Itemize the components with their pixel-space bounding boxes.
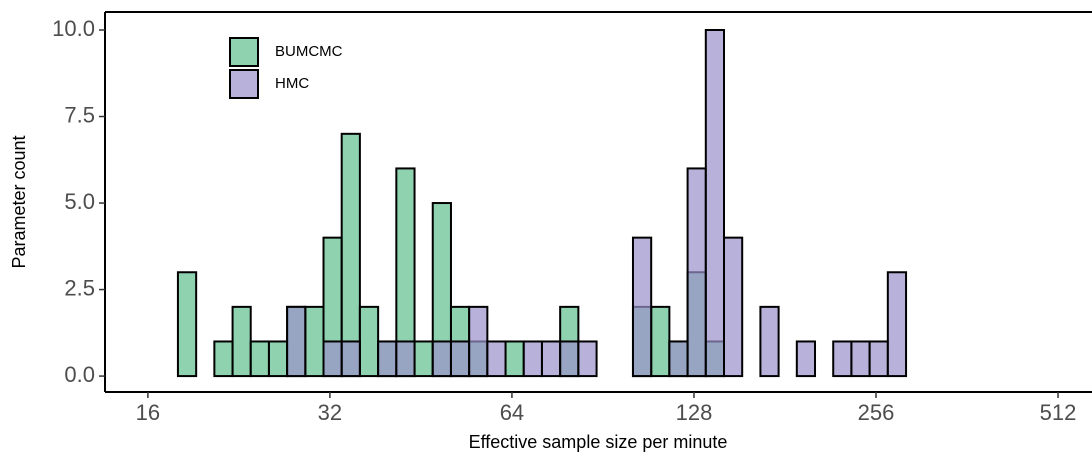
y-tick-label: 7.5 [64, 102, 95, 127]
bar [650, 305, 671, 378]
bar [886, 271, 908, 378]
legend-swatch [229, 37, 259, 67]
y-tick-label: 0.0 [64, 362, 95, 387]
bar [723, 236, 744, 378]
bar [832, 340, 853, 378]
bar [668, 340, 689, 378]
bar [413, 340, 434, 378]
bar [795, 340, 817, 378]
x-tick-label: 128 [676, 400, 713, 425]
bar [231, 305, 252, 378]
legend-swatch [229, 69, 259, 99]
bar [468, 305, 489, 378]
x-tick-label: 64 [500, 400, 524, 425]
x-tick-label: 256 [858, 400, 895, 425]
bar [304, 305, 325, 378]
y-tick-label: 5.0 [64, 189, 95, 214]
bar [486, 340, 507, 378]
bar [176, 271, 198, 378]
y-tick-label: 10.0 [52, 16, 95, 41]
bar [286, 305, 307, 378]
bar [540, 340, 562, 378]
bar [431, 340, 452, 378]
bar [213, 340, 234, 378]
x-tick-label: 512 [1040, 400, 1077, 425]
bar [759, 305, 780, 378]
bar [868, 340, 889, 378]
bar [377, 340, 398, 378]
bar [358, 305, 380, 378]
x-tick-label: 32 [318, 400, 342, 425]
legend-label: BUMCMC [275, 43, 343, 60]
bar [267, 340, 289, 378]
bar [504, 340, 525, 378]
bar [249, 340, 270, 378]
bar [704, 28, 726, 378]
bar [395, 340, 416, 378]
x-axis-title: Effective sample size per minute [469, 432, 728, 452]
bar [449, 340, 471, 378]
bar [850, 340, 871, 378]
bar [322, 340, 343, 378]
bar [559, 340, 580, 378]
bar [631, 236, 653, 378]
bar [522, 340, 543, 378]
bar [340, 132, 361, 378]
x-tick-label: 16 [136, 400, 160, 425]
bar [686, 167, 707, 378]
bar [577, 340, 598, 378]
bar [340, 340, 361, 378]
y-tick-label: 2.5 [64, 275, 95, 300]
y-axis-title: Parameter count [9, 135, 29, 268]
legend-label: HMC [275, 75, 309, 92]
